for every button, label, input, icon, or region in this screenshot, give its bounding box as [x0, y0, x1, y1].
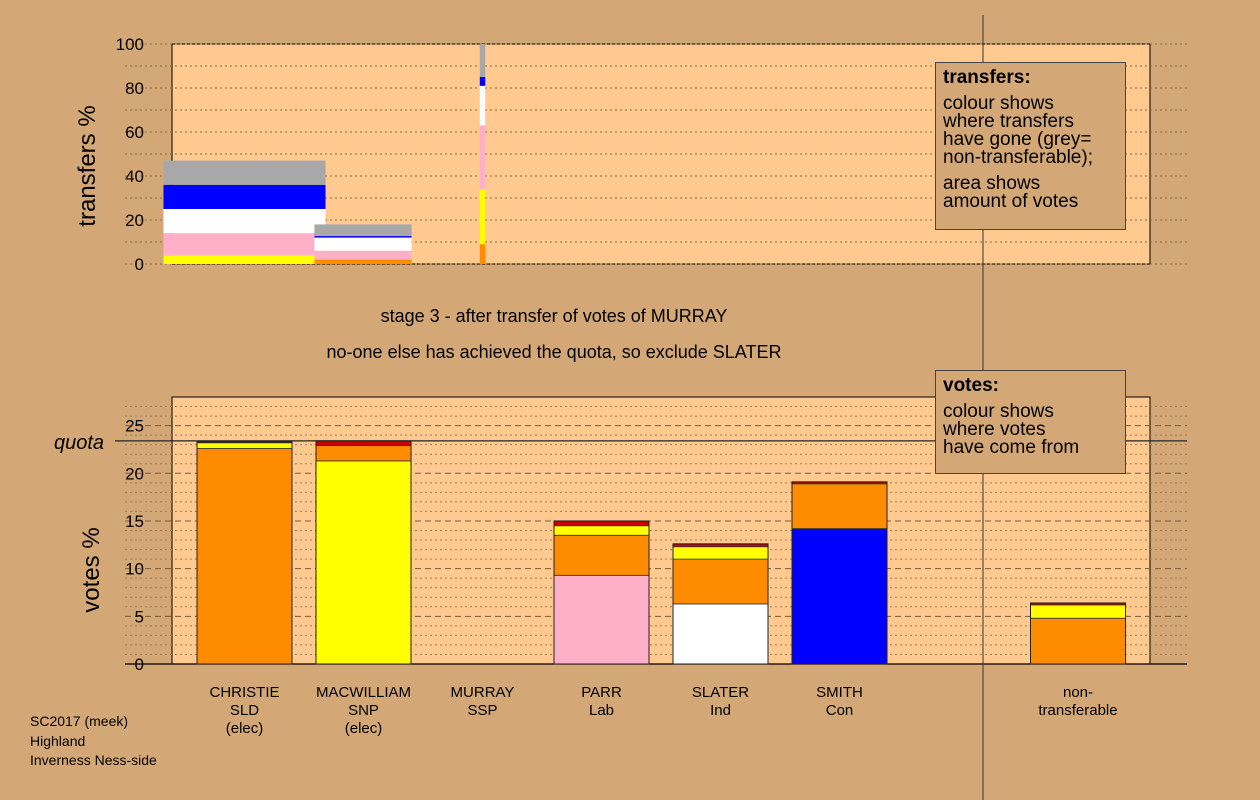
- transfer-segment-lab: [479, 125, 486, 190]
- votes-bar-smith: [791, 481, 888, 665]
- candidate-label-macwilliam: MACWILLIAM: [316, 684, 411, 701]
- transfers-y-tick-label: 100: [116, 35, 144, 54]
- transfers-legend-text-2: area shows amount of votes: [943, 173, 1079, 212]
- candidate-label-macwilliam: SNP: [348, 702, 379, 719]
- transfer-segment-non-transferable: [163, 160, 326, 185]
- transfers-y-tick-label: 0: [135, 255, 144, 274]
- votes-segment-snp: [315, 460, 412, 665]
- votes-segment-sld: [672, 558, 769, 605]
- candidate-label-slater: Ind: [710, 702, 731, 719]
- transfer-segment-snp: [479, 189, 486, 245]
- votes-segment-sld: [315, 445, 412, 462]
- transfers-y-tick-label: 20: [125, 211, 144, 230]
- votes-bar-slater: [672, 543, 769, 665]
- transfer-bar-macwilliam: [314, 224, 412, 264]
- votes-segment-snp: [1030, 604, 1126, 619]
- candidate-label-christie: CHRISTIE: [209, 684, 279, 701]
- transfers-legend-title: transfers:: [943, 67, 1031, 88]
- votes-segment-ssp: [315, 440, 412, 447]
- transfer-segment-sld: [479, 244, 486, 264]
- votes-segment-sld: [791, 483, 888, 529]
- transfers-y-tick-label: 60: [125, 123, 144, 142]
- votes-segment-ssp: [553, 520, 650, 527]
- transfer-segment-lab: [163, 233, 326, 256]
- votes-bar-outline: [672, 543, 769, 665]
- transfers-y-tick-label: 80: [125, 79, 144, 98]
- candidate-label-smith: SMITH: [816, 684, 863, 701]
- candidate-label-parr: Lab: [589, 702, 614, 719]
- votes-y-tick-label: 20: [125, 464, 144, 483]
- votes-y-ticks: 0 5 10 15 20 25: [125, 417, 144, 674]
- candidate-label-parr: PARR: [581, 684, 622, 701]
- quota-label: quota: [54, 432, 104, 454]
- votes-y-tick-label: 5: [135, 607, 144, 626]
- candidate-labels: CHRISTIESLD(elec)MACWILLIAMSNP(elec)MURR…: [209, 684, 1117, 737]
- votes-legend-text: colour shows where votes have come from: [943, 401, 1080, 458]
- stage-subtitle: no-one else has achieved the quota, so e…: [326, 342, 782, 362]
- votes-segment-ind: [672, 603, 769, 665]
- footer-line-3: Inverness Ness-side: [30, 752, 157, 768]
- transfers-y-axis-label: transfers %: [74, 105, 101, 226]
- transfer-segment-non-transferable: [314, 224, 412, 237]
- transfer-segment-ind: [314, 237, 412, 251]
- votes-bar-non-transferable: [1030, 602, 1126, 665]
- votes-bar-parr: [553, 520, 650, 665]
- votes-segment-snp: [672, 546, 769, 560]
- votes-y-tick-label: 25: [125, 417, 144, 436]
- transfer-segment-con: [314, 236, 412, 238]
- transfers-y-ticks: 0 20 40 60 80 100: [116, 35, 144, 274]
- transfer-segment-snp: [163, 255, 326, 264]
- votes-segment-snp: [553, 525, 650, 536]
- transfers-legend-text-1: colour shows where transfers have gone (…: [943, 93, 1093, 168]
- transfer-segment-con: [479, 77, 486, 86]
- candidate-label-slater: SLATER: [692, 684, 749, 701]
- transfer-segment-con: [163, 184, 326, 209]
- votes-segment-snp: [196, 442, 293, 449]
- transfer-bar-christie: [163, 160, 326, 264]
- votes-y-tick-label: 0: [135, 655, 144, 674]
- votes-bar-outline: [553, 520, 650, 665]
- candidate-label-smith: Con: [826, 702, 854, 719]
- votes-segment-lab: [553, 574, 650, 665]
- votes-segment-con: [791, 528, 888, 665]
- votes-bars: [196, 440, 1126, 665]
- votes-bar-outline: [791, 481, 888, 665]
- votes-segment-sld: [553, 534, 650, 576]
- votes-bar-outline: [196, 441, 293, 665]
- candidate-label-murray: SSP: [467, 702, 497, 719]
- votes-y-tick-label: 10: [125, 560, 144, 579]
- transfer-segment-sld: [314, 259, 412, 264]
- transfer-segment-lab: [314, 250, 412, 260]
- votes-segment-sld: [196, 448, 293, 665]
- footer-info: SC2017 (meek) Highland Inverness Ness-si…: [30, 712, 157, 771]
- votes-y-tick-label: 15: [125, 512, 144, 531]
- candidate-label-murray: MURRAY: [451, 684, 515, 701]
- transfer-segment-non-transferable: [479, 44, 486, 77]
- transfers-y-tick-label: 40: [125, 167, 144, 186]
- candidate-label-christie: (elec): [226, 720, 264, 737]
- candidate-label-macwilliam: (elec): [345, 720, 383, 737]
- candidate-label-christie: SLD: [230, 702, 259, 719]
- candidate-label-non-transferable: transferable: [1038, 702, 1117, 719]
- transfers-bars: [163, 44, 486, 264]
- transfer-segment-ind: [163, 209, 326, 234]
- stage-title: stage 3 - after transfer of votes of MUR…: [380, 306, 728, 326]
- footer-line-1: SC2017 (meek): [30, 713, 129, 729]
- votes-bar-christie: [196, 441, 293, 665]
- votes-bar-outline: [1030, 602, 1126, 665]
- votes-bar-macwilliam: [315, 440, 412, 665]
- votes-segment-sld: [1030, 617, 1126, 665]
- transfer-segment-ind: [479, 85, 486, 126]
- transfer-bar-murray: [479, 44, 486, 264]
- votes-y-axis-label: votes %: [78, 527, 105, 612]
- votes-legend-title: votes:: [943, 375, 999, 396]
- votes-legend-box: votes: colour shows where votes have com…: [935, 370, 1126, 474]
- transfers-legend-box: transfers: colour shows where transfers …: [935, 62, 1126, 230]
- footer-line-2: Highland: [30, 732, 86, 749]
- candidate-label-non-transferable: non-: [1063, 684, 1093, 701]
